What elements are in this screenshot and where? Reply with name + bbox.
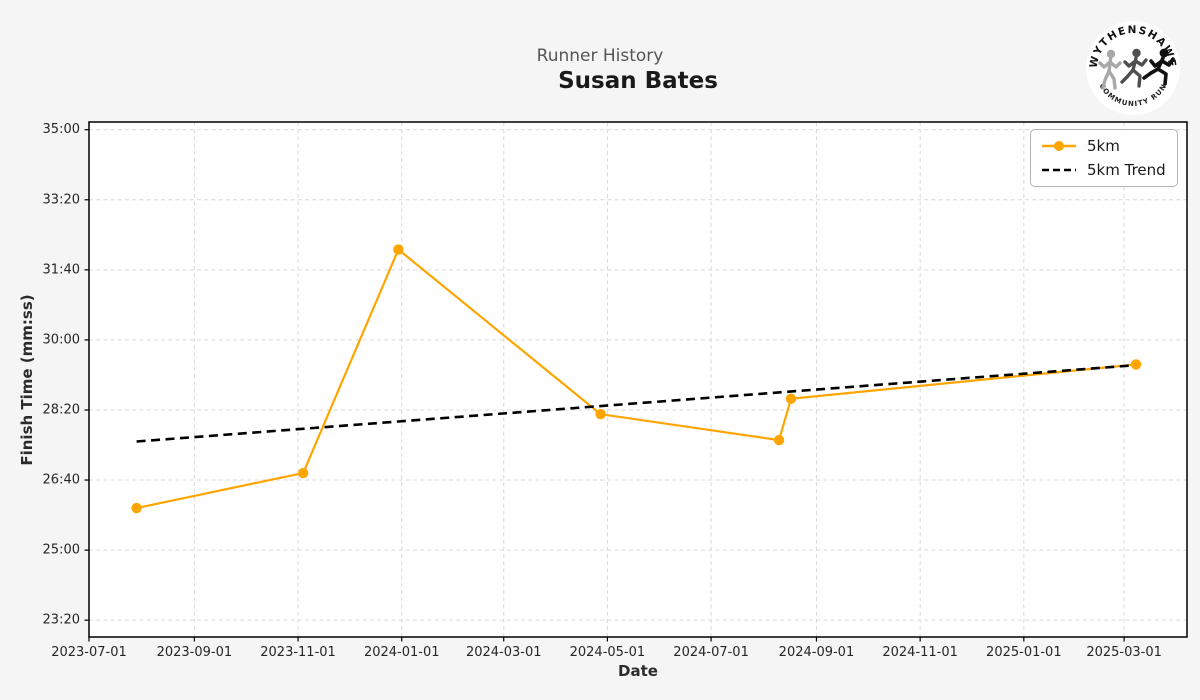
legend-item: 5km Trend bbox=[1040, 158, 1168, 182]
series-5km-marker bbox=[785, 393, 797, 404]
chart-title: Susan Bates bbox=[558, 68, 718, 94]
y-tick-label: 26:40 bbox=[43, 473, 80, 488]
runner-icon bbox=[1120, 48, 1148, 88]
runner-icon bbox=[1142, 48, 1175, 86]
club-logo: WYTHENSHAWE COMMUNITY RUN bbox=[1086, 21, 1180, 115]
series-5km-marker bbox=[1130, 359, 1142, 370]
y-tick-label: 31:40 bbox=[43, 262, 80, 277]
x-tick-label: 2024-05-01 bbox=[570, 645, 646, 660]
x-tick-label: 2023-11-01 bbox=[260, 645, 336, 660]
x-tick-label: 2024-03-01 bbox=[466, 645, 542, 660]
x-tick-label: 2024-07-01 bbox=[673, 645, 749, 660]
legend: 5km 5km Trend bbox=[1030, 129, 1178, 187]
legend-dashed-sample bbox=[1042, 168, 1076, 172]
legend-label: 5km bbox=[1087, 137, 1120, 155]
x-tick-label: 2025-01-01 bbox=[986, 645, 1062, 660]
x-tick-label: 2023-07-01 bbox=[51, 645, 127, 660]
x-tick-label: 2024-11-01 bbox=[882, 645, 958, 660]
runner-icon bbox=[1098, 49, 1122, 90]
series-5km-marker bbox=[393, 244, 404, 255]
chart-subtitle: Runner History bbox=[536, 46, 664, 66]
y-tick-label: 23:20 bbox=[43, 613, 80, 628]
x-tick-label: 2024-01-01 bbox=[364, 645, 440, 660]
y-tick-label: 30:00 bbox=[43, 332, 80, 347]
y-tick-label: 33:20 bbox=[43, 192, 80, 207]
legend-item: 5km bbox=[1040, 134, 1168, 158]
x-tick-label: 2024-09-01 bbox=[779, 645, 855, 660]
y-axis-label: Finish Time (mm:ss) bbox=[18, 294, 36, 466]
y-tick-label: 35:00 bbox=[43, 122, 80, 137]
axes-spines bbox=[88, 121, 1188, 638]
x-tick-label: 2025-03-01 bbox=[1086, 645, 1162, 660]
trend-line bbox=[136, 363, 1137, 443]
x-axis-label: Date bbox=[618, 662, 658, 680]
plot-area bbox=[89, 122, 1187, 637]
legend-line-marker-sample bbox=[1042, 141, 1076, 151]
legend-label: 5km Trend bbox=[1087, 161, 1166, 179]
series-5km-marker bbox=[131, 502, 142, 514]
series-5km-marker bbox=[297, 467, 309, 479]
y-tick-label: 28:20 bbox=[43, 402, 80, 417]
series-5km-marker bbox=[595, 408, 606, 420]
x-tick-label: 2023-09-01 bbox=[157, 645, 233, 660]
y-tick-label: 25:00 bbox=[43, 543, 80, 558]
series-5km-marker bbox=[773, 434, 785, 446]
